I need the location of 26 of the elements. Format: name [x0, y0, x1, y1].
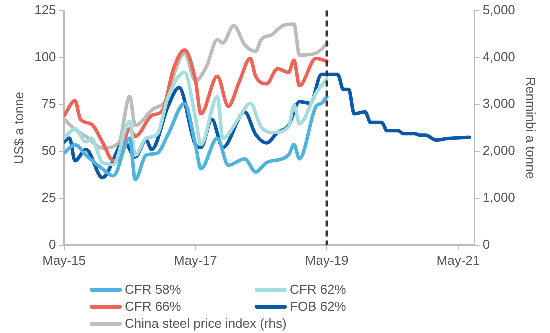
- y-tick-label: 25: [42, 190, 56, 206]
- y-tick-label: 0: [49, 236, 56, 252]
- x-tick-label: May-21: [436, 252, 480, 268]
- y2-tick-label: 5,000: [482, 2, 516, 18]
- line-series: [64, 95, 329, 182]
- legend-label: CFR 58%: [125, 282, 182, 297]
- y-tick-label: 125: [34, 2, 56, 18]
- legend-label: FOB 62%: [290, 299, 346, 314]
- legend-label: CFR 66%: [125, 299, 182, 314]
- legend-label: CFR 62%: [290, 282, 346, 297]
- x-tick-label: May-19: [305, 252, 349, 268]
- y-tick-label: 100: [34, 49, 56, 64]
- y2-tick-label: 4,000: [482, 49, 516, 64]
- y-tick-label: 75: [42, 96, 56, 112]
- y-axis-title: US$ a tonne: [11, 92, 26, 164]
- y2-tick-label: 1,000: [482, 190, 516, 206]
- legend-label: China steel price index (rhs): [125, 316, 287, 331]
- line-series: [64, 70, 329, 166]
- x-tick-label: May-17: [174, 252, 218, 268]
- y2-tick-label: 0: [482, 236, 490, 252]
- line-series: [64, 48, 329, 163]
- y2-tick-label: 2,000: [482, 143, 516, 158]
- y2-tick-label: 3,000: [482, 96, 516, 112]
- x-tick-label: May-15: [42, 252, 86, 268]
- y2-axis-title: Renminbi a tonne: [524, 77, 539, 180]
- y-tick-label: 50: [42, 143, 56, 158]
